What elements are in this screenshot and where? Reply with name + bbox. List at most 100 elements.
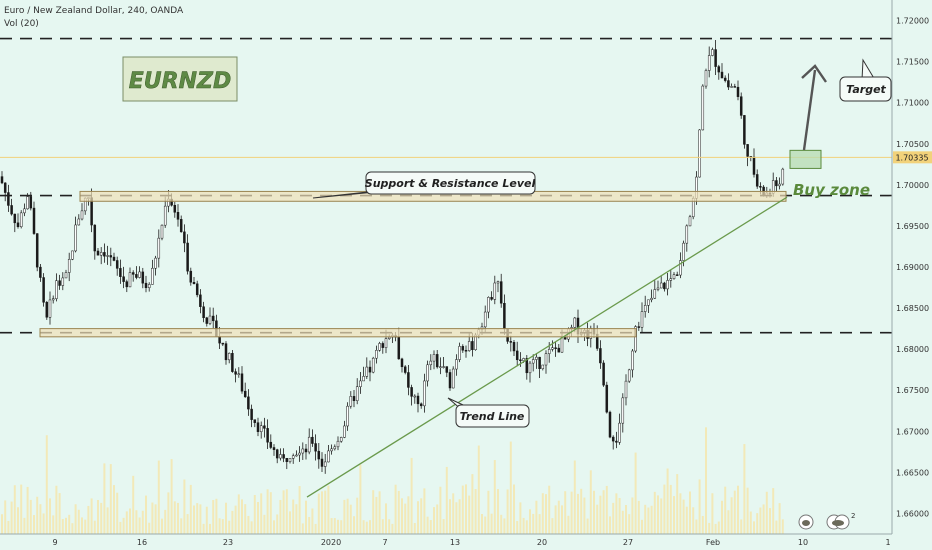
volume-bar <box>177 502 179 534</box>
candle-body <box>192 282 196 285</box>
candle-body <box>640 311 644 328</box>
volume-bar <box>417 501 419 534</box>
candle-body <box>730 86 733 88</box>
candle-body <box>141 271 145 284</box>
volume-bar <box>23 517 26 534</box>
volume-bar <box>516 521 519 534</box>
volume-bar <box>231 510 234 534</box>
price-tick-label: 1.70500 <box>896 140 929 149</box>
candle-body <box>445 366 449 373</box>
volume-bar <box>525 520 528 534</box>
volume-bar <box>500 514 503 534</box>
candle-body <box>573 317 577 328</box>
volume-bar <box>746 487 749 534</box>
candle-body <box>682 242 685 261</box>
volume-bar <box>378 491 381 534</box>
candle-body <box>541 364 545 369</box>
volume-bar <box>698 479 701 534</box>
volume-bar <box>340 520 343 534</box>
candle-body <box>275 449 279 459</box>
volume-bar <box>247 515 250 534</box>
volume-bar <box>45 435 48 534</box>
price-tick-label: 1.71500 <box>896 58 929 67</box>
candle-body <box>359 380 362 387</box>
candle-body <box>352 396 356 401</box>
candle-body <box>154 257 157 269</box>
volume-bar <box>100 502 103 534</box>
candle-body <box>416 395 420 405</box>
volume-bar <box>778 503 781 534</box>
volume-bar <box>253 495 256 534</box>
candle-body <box>365 366 369 377</box>
volume-bar <box>10 501 13 534</box>
candle-body <box>631 350 634 371</box>
candle-body <box>371 357 375 373</box>
candle-body <box>10 205 13 215</box>
volume-bar <box>452 493 455 534</box>
candle-body <box>0 176 4 184</box>
volume-bar <box>301 523 304 534</box>
trend-callout: Trend Line <box>447 397 530 428</box>
candle-body <box>45 302 49 318</box>
volume-bar <box>433 507 435 534</box>
volume-bar <box>490 513 493 534</box>
candle-body <box>93 224 97 252</box>
snapshot-icon[interactable] <box>798 514 814 530</box>
candle-body <box>426 364 429 382</box>
volume-bar <box>599 495 602 534</box>
volume-bar <box>455 502 458 534</box>
candle-body <box>218 336 221 344</box>
candle-body <box>627 369 631 382</box>
candle-body <box>707 55 711 71</box>
candle-body <box>314 443 317 452</box>
volume-bar <box>442 519 445 534</box>
volume-bar <box>84 519 87 534</box>
candle-body <box>61 277 65 286</box>
candle-body <box>378 343 381 351</box>
volume-bar <box>420 498 423 534</box>
compare-icon[interactable]: 2 <box>826 512 855 530</box>
candle-body <box>29 196 33 209</box>
volume-bar <box>308 516 311 534</box>
volume-bar <box>1 514 3 534</box>
volume-bar <box>145 495 147 534</box>
volume-bar <box>711 493 714 534</box>
candle-body <box>179 219 183 233</box>
volume-bar <box>122 517 125 534</box>
candle-body <box>106 255 109 257</box>
volume-bar <box>285 489 288 534</box>
volume-bar <box>548 485 551 534</box>
volume-bar <box>311 508 314 534</box>
volume-bar <box>87 505 90 534</box>
time-tick-label: 13 <box>450 538 460 547</box>
volume-bar <box>753 521 755 534</box>
candle-body <box>679 260 682 276</box>
candle-body <box>291 455 295 459</box>
volume-bar <box>58 493 61 534</box>
candle-body <box>461 346 465 351</box>
time-tick-label: 20 <box>537 538 547 547</box>
volume-bar <box>519 502 522 534</box>
volume-bar <box>125 511 128 534</box>
volume-bar <box>113 485 115 534</box>
volume-bar <box>644 504 647 534</box>
candle-body <box>173 204 177 213</box>
price-tick-label: 1.71000 <box>896 99 929 108</box>
volume-bar <box>541 493 544 534</box>
candle-body <box>253 419 257 423</box>
volume-bar <box>551 518 554 534</box>
candle-body <box>183 231 186 244</box>
volume-bar <box>263 514 266 534</box>
volume-bar <box>567 515 570 534</box>
volume-bar <box>445 466 448 534</box>
volume-bar <box>369 520 371 534</box>
candle-body <box>423 380 426 407</box>
volume-bar <box>733 490 736 534</box>
candle-body <box>752 156 756 175</box>
candle-body <box>317 450 321 460</box>
volume-bar <box>413 523 416 534</box>
volume-bar <box>394 484 397 534</box>
volume-bar <box>250 521 253 534</box>
candle-body <box>288 458 292 462</box>
candle-body <box>560 337 564 353</box>
